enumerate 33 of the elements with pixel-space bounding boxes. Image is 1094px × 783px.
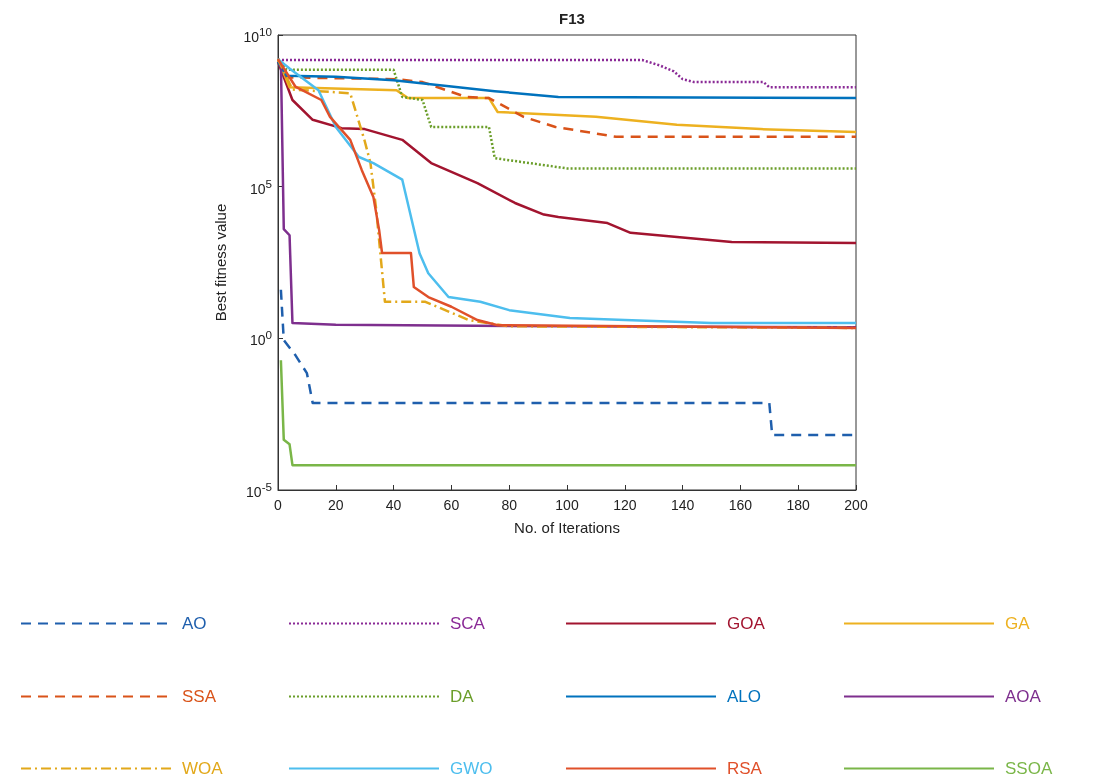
line-series (276, 60, 858, 245)
line-series (276, 60, 858, 100)
y-tick-label: 10$^{5}$ (249, 176, 272, 197)
y-tick-label: 10$^{-5}$ (246, 480, 272, 500)
text: GA (1005, 614, 1031, 633)
text: SCA (450, 614, 486, 633)
text: AOA (1005, 687, 1042, 706)
text: DA (450, 687, 475, 706)
x-axis-title: No. of Iterations (514, 519, 620, 536)
x-tick-label: 40 (385, 497, 402, 513)
x-tick-label: 180 (786, 497, 811, 513)
y-tick-label: 10$^{0}$ (249, 328, 272, 349)
x-tick-label: 120 (613, 497, 637, 513)
x-tick-label: 20 (328, 497, 344, 513)
x-tick-label: 100 (555, 497, 579, 513)
y-tick-label: 10$^{10}$ (243, 25, 272, 45)
text: RSA (727, 759, 763, 778)
x-tick-label: 200 (844, 497, 868, 513)
line-series (279, 358, 858, 467)
x-tick-label: 140 (670, 497, 695, 513)
text: WOA (182, 759, 224, 778)
text: SSOA (1005, 759, 1053, 778)
x-tick-label: 0 (274, 497, 283, 513)
chart-title: F13 (559, 10, 585, 27)
text: ALO (727, 687, 762, 706)
text: SSA (182, 687, 217, 706)
x-tick-label: 60 (443, 497, 460, 513)
y-axis-title: Best fitness value (212, 203, 229, 322)
x-tick-label: 160 (728, 497, 753, 513)
text: GWO (450, 759, 493, 778)
x-tick-label: 80 (501, 497, 518, 513)
text: GOA (727, 614, 766, 633)
text: AO (182, 614, 207, 633)
